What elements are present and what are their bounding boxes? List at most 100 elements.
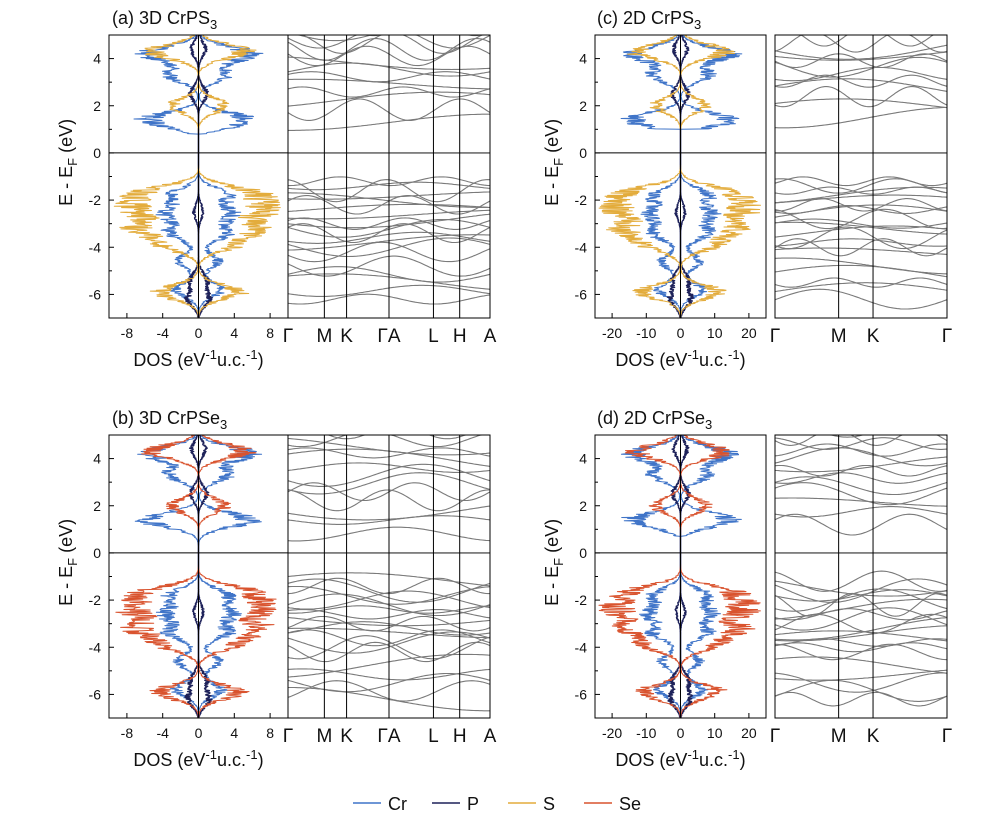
dos-Se-up (198, 434, 277, 718)
band-line (775, 497, 947, 507)
x-tick-label: 0 (195, 725, 203, 741)
kpoint-label: L (428, 326, 439, 347)
x-axis-label: DOS (eV-1u.c.-1) (615, 747, 745, 770)
dos-Cr-down (620, 34, 681, 318)
band-frame (774, 34, 948, 319)
kpoint-label: Γ (942, 326, 952, 347)
kpoint-label: L (428, 726, 439, 747)
band-line (774, 513, 948, 536)
y-tick-label: 0 (93, 145, 101, 161)
band-line (774, 464, 948, 477)
x-tick-label: 8 (266, 725, 274, 741)
band-line (774, 656, 948, 674)
x-tick-label: -8 (121, 725, 134, 741)
y-tick-label: 2 (93, 498, 101, 514)
band-line (774, 669, 948, 681)
band-line (774, 476, 948, 496)
dos-S-up (198, 34, 281, 318)
band-line (774, 66, 948, 82)
band-line (775, 106, 948, 129)
panel-title: (b) 3D CrPSe3 (112, 408, 227, 432)
band-line (774, 34, 948, 53)
band-line (774, 443, 948, 457)
dos-P-down (184, 34, 200, 319)
band-line (774, 642, 948, 653)
y-axis-label: E - EF (eV) (56, 519, 80, 606)
kpoint-label: Γ (283, 726, 293, 747)
y-axis-label: E - EF (eV) (542, 519, 566, 606)
band-line (774, 608, 948, 621)
kpoint-label: H (453, 326, 467, 347)
kpoint-label: M (316, 726, 332, 747)
kpoint-label: A (484, 726, 497, 747)
y-tick-label: -4 (89, 639, 102, 655)
dos-Cr-down (133, 34, 199, 318)
panel-a: (a) 3D CrPS3 E - EF (eV) -6 -4 -2 0 2 4 -8 -4 0 4 8D… (56, 8, 497, 370)
kpoint-label: M (831, 326, 847, 347)
x-tick-label: 20 (741, 725, 757, 741)
band-line (774, 679, 948, 702)
x-tick-label: 20 (741, 325, 757, 341)
dos-Se-down (115, 434, 199, 718)
band-line (775, 34, 947, 47)
band-structure (774, 434, 948, 707)
band-line (774, 198, 948, 212)
dos-Se-up (680, 434, 761, 718)
panel-title: (a) 3D CrPS3 (112, 8, 217, 32)
band-line (774, 472, 948, 484)
kpoint-label: K (867, 726, 880, 747)
legend-label-Se: Se (619, 794, 641, 814)
legend-label-Cr: Cr (388, 794, 407, 814)
dos-curves (113, 34, 281, 319)
band-line (774, 186, 948, 204)
y-tick-label: -6 (575, 286, 588, 302)
y-tick-label: -4 (575, 239, 588, 255)
x-tick-label: -20 (602, 325, 622, 341)
kpoint-label: A (484, 326, 497, 347)
x-tick-label: -20 (602, 725, 622, 741)
band-line (774, 588, 948, 612)
dos-Cr-up (198, 434, 263, 718)
x-tick-label: -10 (636, 325, 656, 341)
kpoint-label: K (867, 326, 880, 347)
band-line (774, 607, 948, 631)
band-line (774, 225, 948, 238)
x-axis-label: DOS (eV-1u.c.-1) (133, 747, 263, 770)
band-line (774, 221, 948, 235)
x-tick-label: 10 (707, 325, 723, 341)
band-line (774, 580, 948, 597)
y-tick-label: 4 (93, 451, 101, 467)
band-line (774, 194, 948, 204)
band-line (774, 691, 948, 707)
dos-S-down (598, 34, 681, 318)
x-tick-label: -4 (156, 325, 169, 341)
dos-curves (115, 434, 277, 719)
band-line (774, 56, 948, 78)
dos-S-down (113, 34, 199, 318)
band-line (774, 53, 948, 69)
band-line (774, 247, 948, 255)
dos-P-up (197, 34, 213, 319)
dos-curves (598, 434, 761, 719)
band-line (774, 506, 948, 518)
band-line (774, 672, 948, 693)
x-tick-label: 0 (195, 325, 203, 341)
y-tick-label: -6 (575, 686, 588, 702)
x-tick-label: 4 (230, 325, 238, 341)
band-line (774, 617, 948, 641)
x-tick-label: -4 (156, 725, 169, 741)
band-line (774, 238, 948, 257)
dos-P-up (197, 434, 213, 719)
panel-title: (d) 2D CrPSe3 (597, 408, 712, 432)
legend-label-P: P (467, 794, 479, 814)
band-line (774, 570, 948, 592)
y-axis-label: E - EF (eV) (56, 119, 80, 206)
band-line (774, 205, 948, 215)
panel-b: (b) 3D CrPSe3 E - EF (eV) -6 -4 -2 0 2 4 -8 -4 0 4 8… (56, 408, 497, 770)
band-frame (287, 34, 491, 319)
band-line (774, 456, 948, 473)
dos-Se-down (598, 434, 681, 718)
y-tick-label: -2 (575, 592, 588, 608)
x-axis-label: DOS (eV-1u.c.-1) (615, 347, 745, 370)
